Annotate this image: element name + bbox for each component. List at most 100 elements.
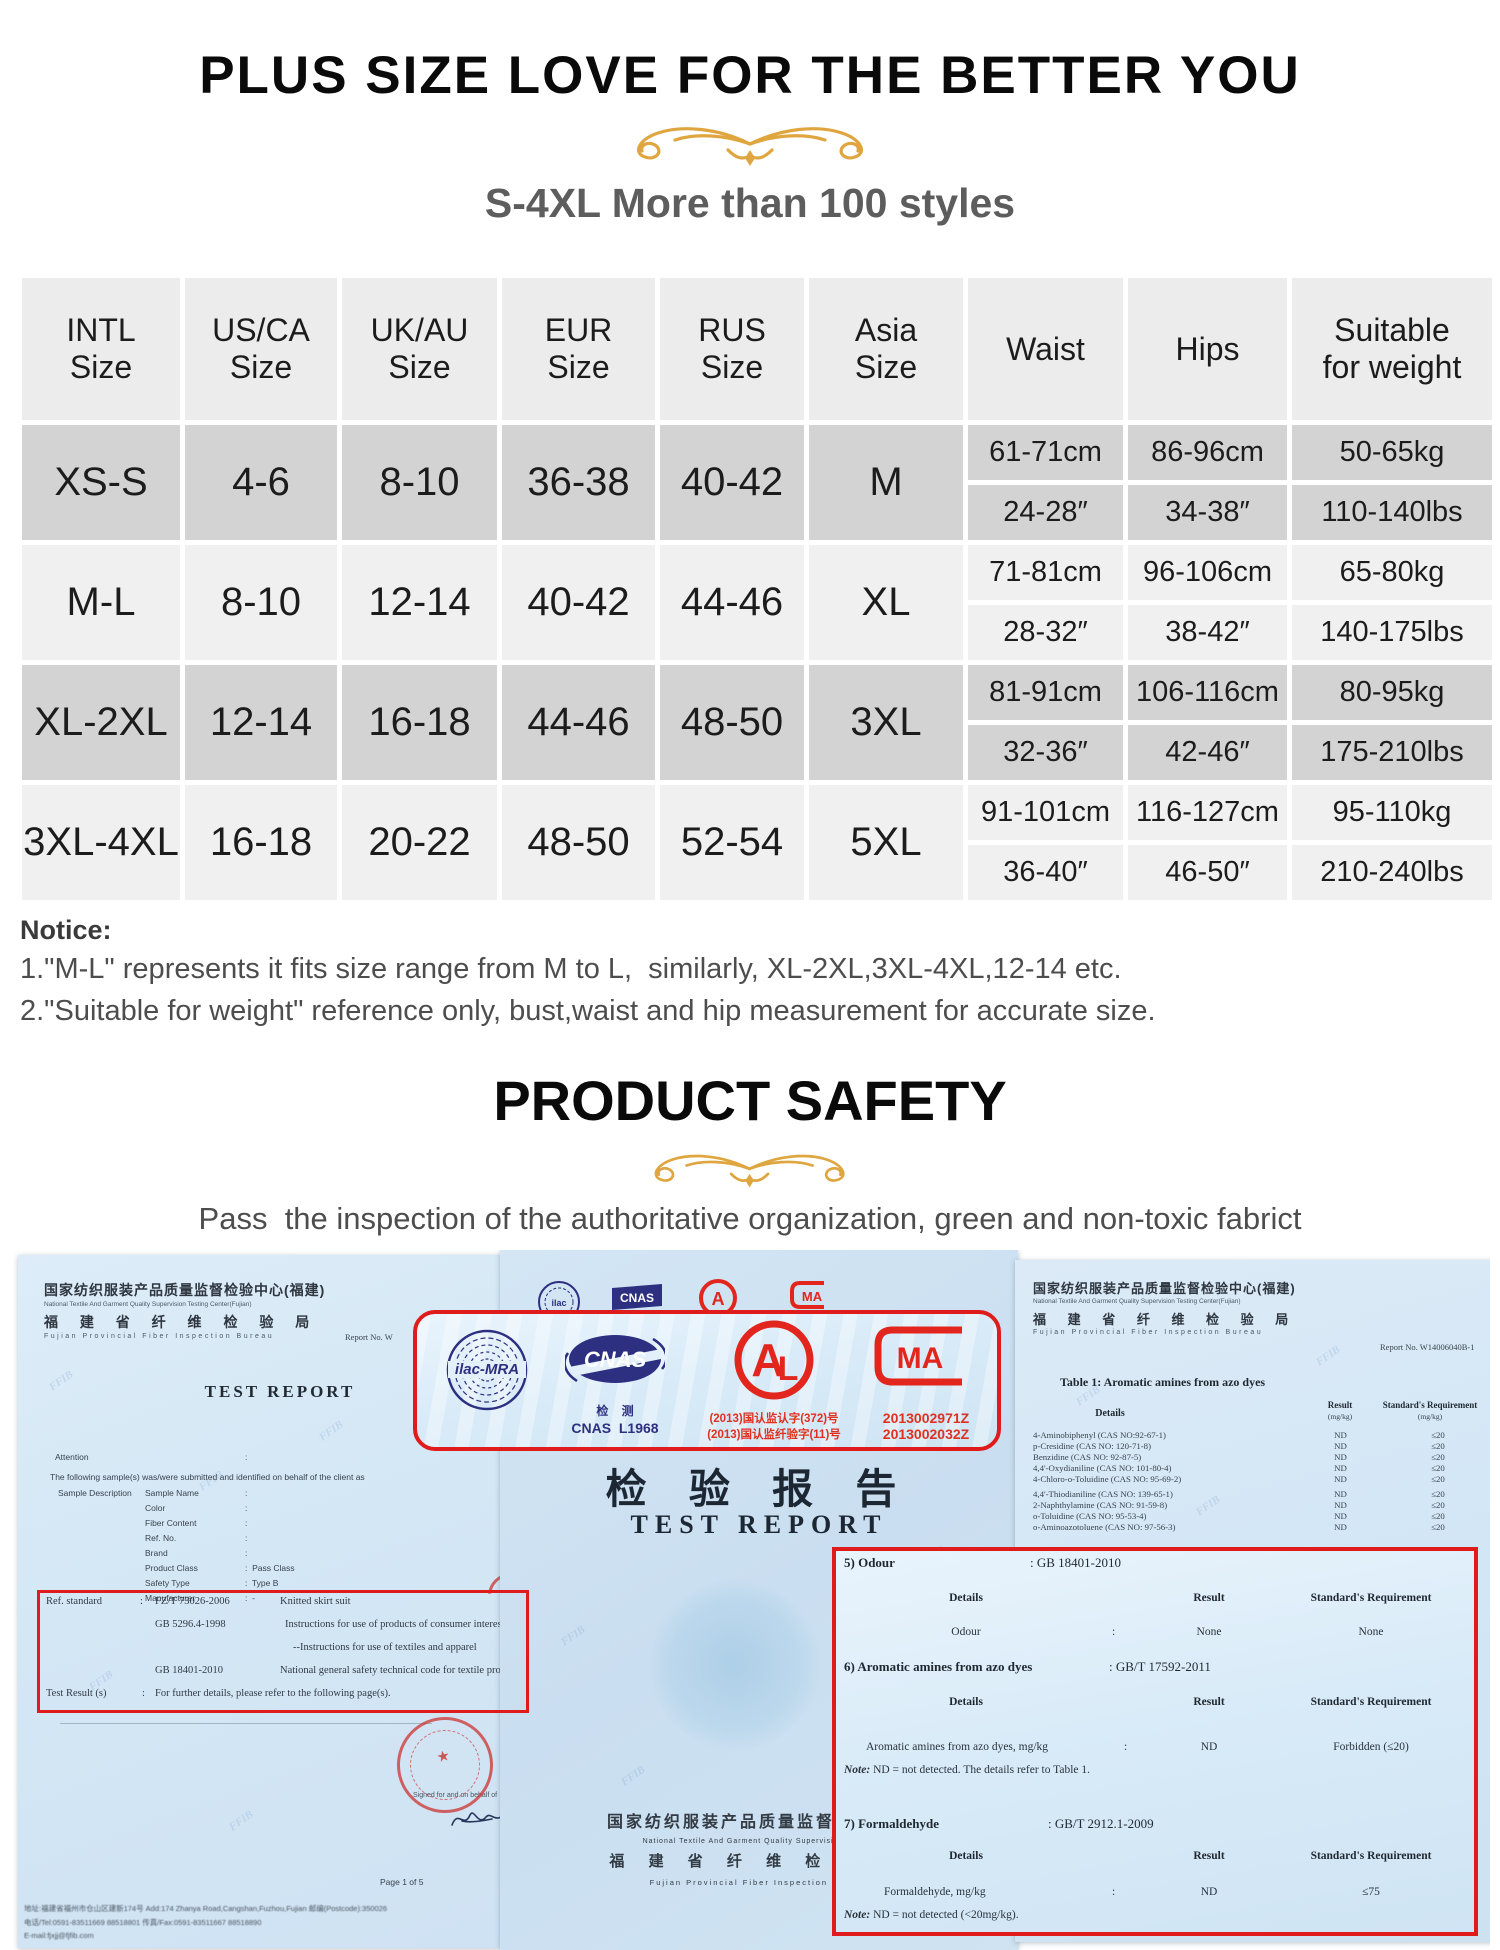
header-details: Details <box>949 1696 983 1708</box>
watermark-text: FFIB <box>46 1368 76 1394</box>
field-value: : <box>245 1518 248 1528</box>
cell-rus: 48-50 <box>660 665 804 780</box>
cell-usca: 12-14 <box>185 665 337 780</box>
certificate-photo: FFIB FFIB FFIB FFIB FFIB 国家纺织服装产品质量监督检验中… <box>10 1250 1490 1950</box>
section5-standard: : GB 18401-2010 <box>1030 1555 1121 1570</box>
cell-hips-cm: 96-106cm <box>1128 545 1287 600</box>
attention-colon: : <box>245 1452 248 1462</box>
detail-name: Formaldehyde, mg/kg <box>884 1886 986 1898</box>
cell-hips-cm: 106-116cm <box>1128 665 1287 720</box>
size-chart-table: INTL Size US/CA Size UK/AU Size EUR Size… <box>22 278 1492 900</box>
page-number: Page 1 of 5 <box>380 1877 424 1887</box>
cnas-logo-icon: CNAS <box>612 1284 662 1310</box>
header-requirement: Standard's Requirement <box>1310 1592 1432 1604</box>
cell-ukau: 16-18 <box>342 665 497 780</box>
cell-weight-kg: 50-65kg <box>1292 425 1492 480</box>
cell-rus: 52-54 <box>660 785 804 900</box>
header-requirement: Standard's Requirement <box>1310 1696 1432 1708</box>
divider <box>60 1723 432 1724</box>
field-label: Product Class <box>145 1563 198 1573</box>
result-value: ND <box>1334 1441 1347 1451</box>
colon: : <box>1112 1886 1116 1898</box>
header-result: Result <box>1193 1850 1225 1862</box>
cell-asia: 5XL <box>809 785 963 900</box>
field-value: : <box>245 1548 248 1558</box>
sample-field: Safety Type: Type B <box>145 1578 485 1593</box>
cell-weight-kg: 65-80kg <box>1292 545 1492 600</box>
cnas-caption-2: CNAS L1968 <box>571 1420 659 1436</box>
safety-subtitle: Pass the inspection of the authoritative… <box>198 1201 1302 1236</box>
col-header-eur-size: EUR Size <box>502 278 655 420</box>
header-result: Result <box>1193 1696 1225 1708</box>
cell-ukau: 8-10 <box>342 425 497 540</box>
col-header-hips: Hips <box>1128 278 1287 420</box>
sample-description-label: Sample Description <box>58 1488 132 1498</box>
field-label: Sample Name <box>145 1488 199 1498</box>
col-header-rus-size: RUS Size <box>660 278 804 420</box>
cell-weight-kg: 95-110kg <box>1292 785 1492 840</box>
issuer-name-cn: 国家纺织服装产品质量监督检验中心(福建) <box>1033 1281 1296 1296</box>
note-label: Note: <box>844 1909 871 1921</box>
notice-line-1: 1."M-L" represents it fits size range fr… <box>20 953 1122 985</box>
standard-code: FZ/T 73026-2006 <box>155 1596 230 1607</box>
header-details: Details <box>949 1850 983 1862</box>
field-label: Ref. No. <box>145 1533 177 1543</box>
col-details: Details <box>1095 1408 1125 1419</box>
col-header-ukau-size: UK/AU Size <box>342 278 497 420</box>
footer-email: E-mail:fjxjj@fjfib.com <box>24 1931 94 1940</box>
cell-intl: M-L <box>22 545 180 660</box>
col-result-unit: (mg/kg) <box>1327 1412 1353 1421</box>
cnas-logo-icon: CNAS <box>565 1335 665 1383</box>
client-line: The following sample(s) was/were submitt… <box>50 1472 365 1482</box>
flourish-ornament-icon <box>654 1154 845 1188</box>
cell-waist-in: 28-32″ <box>968 605 1123 660</box>
cnas-caption-1: 检 测 <box>596 1404 634 1418</box>
chemical-name: p-Cresidine (CAS NO: 120-71-8) <box>1033 1441 1152 1451</box>
svg-text:ilac-MRA: ilac-MRA <box>455 1361 519 1378</box>
issuer-name-en: National Textile And Garment Quality Sup… <box>1033 1298 1241 1305</box>
requirement-value: None <box>1358 1626 1384 1638</box>
cell-hips-cm: 86-96cm <box>1128 425 1287 480</box>
col-header-weight: Suitable for weight <box>1292 278 1492 420</box>
standard-desc: National general safety technical code f… <box>280 1665 523 1676</box>
cell-usca: 8-10 <box>185 545 337 660</box>
ilac-mra-logo-icon: ilac-MRA <box>446 1329 528 1411</box>
cell-weight-kg: 80-95kg <box>1292 665 1492 720</box>
standard-desc: --Instructions for use of textiles and a… <box>293 1642 477 1653</box>
accreditation-badges-box: ilac-MRA CNAS 检 测 CNAS L1968 A L (2013)国… <box>413 1310 1001 1451</box>
requirement-value: ≤20 <box>1431 1489 1445 1499</box>
cell-intl: XL-2XL <box>22 665 180 780</box>
svg-text:L: L <box>778 1350 799 1388</box>
sample-field: Color: <box>145 1503 485 1518</box>
cell-eur: 36-38 <box>502 425 655 540</box>
footer-bureau-cn: 福 建 省 纤 维 检 验 局 <box>609 1853 909 1870</box>
chemical-name: 4-Aminobiphenyl (CAS NO:92-67-1) <box>1033 1430 1166 1440</box>
svg-text:MA: MA <box>897 1342 944 1375</box>
sample-field: Ref. No.: <box>145 1533 485 1548</box>
standards-highlight-box <box>37 1590 529 1713</box>
cal-caption-1: (2013)国认监认字(372)号 <box>709 1413 839 1425</box>
chemical-name: o-Aminoazotoluene (CAS NO: 97-56-3) <box>1033 1522 1176 1532</box>
ref-standard-label: Ref. standard <box>46 1596 102 1607</box>
product-safety-section: PRODUCT SAFETY Pass the inspection of th… <box>0 1068 1500 1237</box>
cell-asia: M <box>809 425 963 540</box>
footer-address: 地址:福建省福州市仓山区建新174号 Add:174 Zhanya Road,C… <box>24 1904 388 1913</box>
footer-bureau-en: Fujian Provincial Fiber Inspection Burea… <box>649 1878 869 1887</box>
cell-weight-lb: 140-175lbs <box>1292 605 1492 660</box>
section6-title: 6) Aromatic amines from azo dyes <box>844 1659 1033 1674</box>
test-result-label: Test Result (s) <box>46 1688 107 1699</box>
flourish-ornament-icon <box>636 127 863 166</box>
header-requirement: Standard's Requirement <box>1310 1850 1432 1862</box>
cell-rus: 44-46 <box>660 545 804 660</box>
azo-dye-table: 4-Aminobiphenyl (CAS NO:92-67-1) ND ≤20 p-… <box>1033 1430 1490 1533</box>
issuer-header: 国家纺织服装产品质量监督检验中心(福建) National Textile An… <box>44 1280 344 1340</box>
footer-org-en: National Textile And Garment Quality Sup… <box>642 1838 876 1845</box>
chemical-name: 4-Chloro-o-Toluidine (CAS NO: 95-69-2) <box>1033 1474 1182 1484</box>
col-header-asia-size: Asia Size <box>809 278 963 420</box>
report-title-cn: 检 验 报 告 <box>605 1466 913 1512</box>
header-result: Result <box>1193 1592 1225 1604</box>
col-header-usca-size: US/CA Size <box>185 278 337 420</box>
result-value: ND <box>1334 1511 1347 1521</box>
attention-label: Attention <box>55 1452 89 1462</box>
